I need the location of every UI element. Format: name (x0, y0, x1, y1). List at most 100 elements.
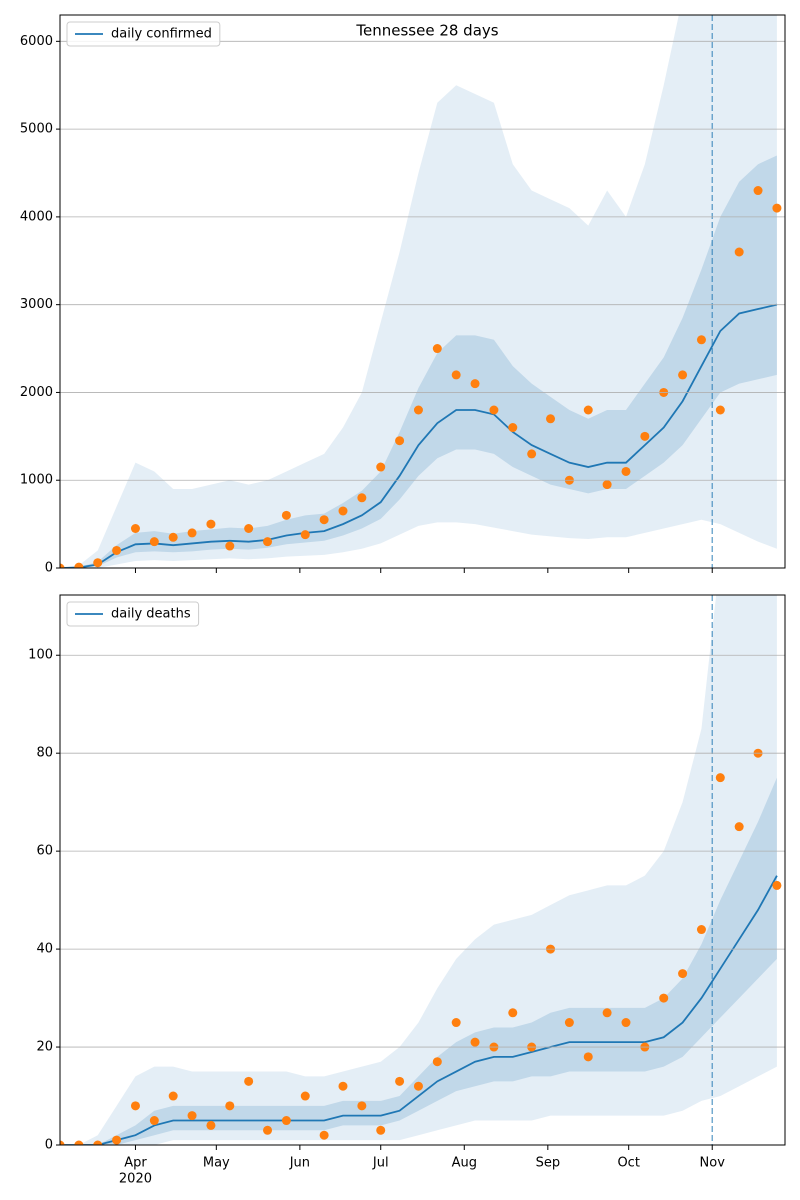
data-point (281, 1116, 291, 1126)
x-tick-label: Jul (372, 1156, 389, 1171)
data-point (602, 480, 612, 490)
y-tick-label: 80 (36, 746, 53, 761)
data-point (300, 1091, 310, 1101)
data-point (451, 370, 461, 380)
legend-label: daily deaths (111, 607, 191, 622)
data-point (206, 1120, 216, 1130)
data-point (734, 822, 744, 832)
x-tick-label: Nov (700, 1156, 726, 1171)
data-point (527, 449, 537, 459)
plot-area (60, 15, 782, 568)
data-point (93, 1140, 103, 1145)
data-point (376, 1125, 386, 1135)
axes-frame (59, 14, 786, 569)
data-point (338, 1081, 348, 1091)
legend-box (66, 601, 200, 627)
series-line (60, 875, 778, 1145)
data-point (772, 880, 782, 890)
data-point (734, 247, 744, 257)
data-point (470, 379, 480, 389)
data-point (753, 186, 763, 196)
data-point (508, 423, 518, 433)
data-point (225, 541, 235, 551)
data-point (244, 1076, 254, 1086)
data-point (508, 1008, 518, 1018)
data-point (357, 1101, 367, 1111)
data-point (112, 545, 122, 555)
band (60, 777, 777, 1145)
data-point (319, 1130, 329, 1140)
data-point (640, 431, 650, 441)
data-point (678, 370, 688, 380)
data-point (130, 1101, 140, 1111)
data-point (281, 510, 291, 520)
x-tick-label: Sep (536, 1156, 561, 1171)
data-point (187, 1111, 197, 1121)
data-point (300, 530, 310, 540)
data-point (263, 537, 273, 547)
band (60, 15, 777, 568)
data-point (451, 1018, 461, 1028)
data-point (263, 1125, 273, 1135)
series-line (60, 303, 778, 568)
x-tick-label: Apr (124, 1156, 147, 1171)
y-tick-label: 3000 (20, 297, 53, 312)
data-point (696, 335, 706, 345)
y-tick-label: 40 (36, 942, 53, 957)
data-point (187, 528, 197, 538)
y-tick-label: 60 (36, 844, 53, 859)
x-tick-label: Jun (289, 1156, 310, 1171)
data-point (74, 562, 84, 568)
data-point (112, 1135, 122, 1145)
data-point (149, 537, 159, 547)
data-point (621, 1018, 631, 1028)
y-tick-label: 5000 (20, 122, 53, 137)
data-point (470, 1037, 480, 1047)
y-tick-label: 6000 (20, 34, 53, 49)
data-point (357, 493, 367, 503)
data-point (168, 1091, 178, 1101)
legend-box (66, 21, 221, 47)
data-point (583, 405, 593, 415)
data-point (413, 405, 423, 415)
y-tick-label: 1000 (20, 473, 53, 488)
data-point (564, 1018, 574, 1028)
data-point (715, 405, 725, 415)
data-point (602, 1008, 612, 1018)
data-point (621, 466, 631, 476)
y-tick-label: 0 (45, 1138, 53, 1153)
data-point (206, 519, 216, 529)
data-point (678, 969, 688, 979)
y-tick-label: 4000 (20, 209, 53, 224)
data-point (395, 1076, 405, 1086)
data-point (413, 1081, 423, 1091)
y-tick-label: 20 (36, 1040, 53, 1055)
data-point (168, 532, 178, 542)
data-point (395, 436, 405, 446)
y-tick-label: 2000 (20, 385, 53, 400)
data-point (74, 1140, 84, 1145)
data-point (60, 563, 65, 568)
data-point (489, 405, 499, 415)
band (60, 595, 777, 1145)
legend-label: daily confirmed (111, 27, 212, 42)
y-tick-label: 0 (45, 561, 53, 576)
chart-title: Tennessee 28 days (355, 22, 498, 40)
data-point (583, 1052, 593, 1062)
data-point (376, 462, 386, 472)
data-point (696, 925, 706, 935)
data-point (60, 1140, 65, 1145)
data-point (225, 1101, 235, 1111)
data-point (546, 414, 556, 424)
data-point (149, 1116, 159, 1126)
x-tick-label: May (203, 1156, 230, 1171)
axes-frame (59, 594, 786, 1146)
y-tick-label: 100 (28, 648, 53, 663)
data-point (244, 524, 254, 533)
data-point (432, 1057, 442, 1067)
x-tick-label: Aug (452, 1156, 477, 1171)
x-tick-label: Oct (617, 1156, 639, 1171)
data-point (130, 524, 140, 533)
data-point (93, 558, 103, 568)
